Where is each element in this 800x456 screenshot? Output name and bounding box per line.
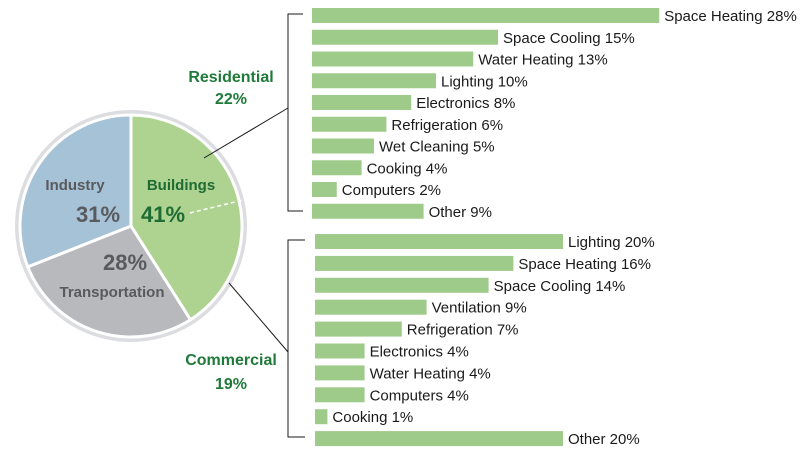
bar-residential-space-heating — [312, 8, 660, 23]
residential-bars: Space Heating 28% Space Cooling 15% Water … — [312, 8, 797, 221]
bar-commercial-water-heating — [315, 365, 365, 381]
bar-residential-space-cooling — [312, 29, 498, 45]
bar-residential-computers — [312, 182, 337, 197]
bar-commercial-electronics — [315, 343, 365, 359]
commercial-label: Commercial — [185, 352, 277, 369]
bar-commercial-computers — [315, 387, 365, 403]
commercial-bracket — [287, 239, 305, 438]
pie-label-transportation: Transportation — [59, 284, 164, 301]
bar-label-residential-space-cooling: Space Cooling 15% — [503, 30, 635, 47]
pie-label-buildings: Buildings — [147, 177, 215, 194]
bar-label-residential-space-heating: Space Heating 28% — [664, 8, 797, 25]
residential-value: 22% — [215, 91, 247, 108]
bar-label-commercial-refrigeration: Refrigeration 7% — [407, 322, 519, 339]
bar-label-commercial-electronics: Electronics 4% — [370, 344, 469, 361]
bar-label-commercial-cooking: Cooking 1% — [332, 409, 413, 426]
pie-value-industry: 31% — [76, 202, 120, 227]
bar-label-residential-electronics: Electronics 8% — [416, 95, 515, 112]
bar-label-residential-water-heating: Water Heating 13% — [478, 52, 608, 69]
bar-label-residential-wet-cleaning: Wet Cleaning 5% — [379, 139, 495, 156]
residential-label: Residential — [188, 69, 273, 86]
bar-commercial-cooking — [315, 409, 328, 425]
bar-label-residential-lighting: Lighting 10% — [441, 73, 528, 90]
bar-residential-other — [312, 203, 424, 219]
bar-commercial-space-heating — [315, 255, 514, 271]
commercial-value: 19% — [215, 376, 247, 393]
bar-commercial-space-cooling — [315, 277, 489, 293]
bar-residential-cooking — [312, 160, 362, 176]
bar-residential-electronics — [312, 95, 412, 110]
group-labels: Residential 22% Commercial 19% — [185, 69, 277, 393]
bar-label-residential-cooking: Cooking 4% — [367, 160, 448, 177]
commercial-connector — [228, 282, 289, 353]
bar-label-commercial-lighting: Lighting 20% — [568, 234, 655, 251]
residential-bracket — [287, 13, 303, 212]
bar-commercial-refrigeration — [315, 321, 402, 337]
bar-label-commercial-space-heating: Space Heating 16% — [518, 256, 651, 273]
bar-label-residential-computers: Computers 2% — [342, 182, 441, 199]
pie-slice-transportation — [25, 224, 193, 339]
bar-label-commercial-computers: Computers 4% — [370, 387, 469, 404]
pie-divider — [189, 199, 244, 214]
bar-label-commercial-water-heating: Water Heating 4% — [370, 365, 491, 382]
sector-pie: Buildings 41% Transportation 28% Industry 31% — [15, 110, 247, 342]
bar-label-commercial-ventilation: Ventilation 9% — [432, 300, 527, 317]
bar-residential-wet-cleaning — [312, 138, 374, 154]
bar-label-commercial-other: Other 20% — [568, 431, 640, 448]
bar-label-residential-other: Other 9% — [429, 204, 492, 221]
bar-commercial-ventilation — [315, 299, 427, 315]
bar-residential-lighting — [312, 73, 436, 89]
bar-residential-refrigeration — [312, 116, 387, 132]
connector-lines — [203, 13, 305, 438]
commercial-bars: Lighting 20% Space Heating 16% Space Cooli… — [315, 234, 655, 448]
bar-label-residential-refrigeration: Refrigeration 6% — [391, 117, 503, 134]
residential-connector — [203, 107, 289, 159]
pie-value-transportation: 28% — [103, 250, 147, 275]
pie-slice-industry — [18, 113, 133, 269]
bar-label-commercial-space-cooling: Space Cooling 14% — [494, 278, 626, 295]
bar-commercial-lighting — [315, 234, 563, 249]
bar-commercial-other — [315, 431, 563, 447]
pie-value-buildings: 41% — [141, 202, 185, 227]
bar-residential-water-heating — [312, 51, 474, 67]
pie-label-industry: Industry — [45, 177, 105, 194]
